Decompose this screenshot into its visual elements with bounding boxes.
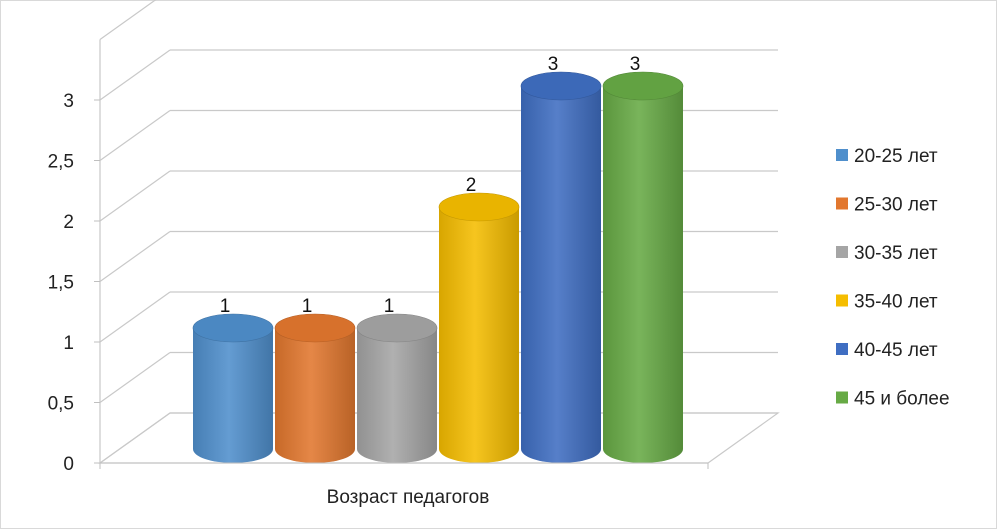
bar-top (356, 313, 438, 343)
bar-top (274, 313, 356, 343)
bar-25-30-лет (274, 313, 356, 463)
side-wall-gridline (99, 412, 171, 464)
bar-35-40-лет (438, 192, 520, 463)
legend-label: 30-35 лет (854, 243, 938, 264)
y-tick-label: 1 (63, 333, 74, 354)
data-label: 1 (384, 296, 395, 317)
legend-label: 35-40 лет (854, 292, 938, 313)
bar-body (193, 328, 273, 463)
legend-swatch (836, 343, 848, 355)
data-label: 1 (302, 296, 313, 317)
bar-body (521, 86, 601, 463)
bar-20-25-лет (192, 313, 274, 463)
side-wall-gridline (99, 110, 171, 161)
legend-swatch (836, 246, 848, 258)
legend-item: 30-35 лет (836, 243, 938, 264)
side-wall-gridline (99, 231, 171, 282)
y-tick-label: 3 (63, 91, 74, 112)
legend-item: 40-45 лет (836, 340, 938, 361)
y-tick-label: 1,5 (48, 273, 74, 294)
bar-body (439, 207, 519, 463)
y-tick-label: 2,5 (48, 152, 74, 173)
x-category-label: Возраст педагогов (327, 487, 490, 508)
legend-item: 45 и более (836, 389, 950, 410)
data-labels: 1 1 1 2 3 3 (220, 54, 641, 317)
side-wall-gridline (99, 352, 171, 403)
bar-top (602, 71, 684, 101)
legend-label: 25-30 лет (854, 195, 938, 216)
data-label: 3 (548, 54, 559, 75)
side-wall-gridline (99, 291, 171, 343)
bar-body (603, 86, 683, 463)
data-label: 3 (630, 54, 641, 75)
bar-top (520, 71, 602, 101)
bar-body (275, 328, 355, 463)
y-tick-label: 0,5 (48, 394, 74, 415)
bar-body (357, 328, 437, 463)
legend-swatch (836, 149, 848, 161)
legend-item: 25-30 лет (836, 195, 938, 216)
side-wall-gridline (99, 49, 171, 101)
legend-label: 45 и более (854, 389, 950, 410)
y-tick-label: 2 (63, 212, 74, 233)
legend-swatch (836, 294, 848, 307)
legend-item: 20-25 лет (836, 146, 938, 167)
y-axis: 0 0,5 1 1,5 2 2,5 3 (48, 39, 101, 475)
x-axis: Возраст педагогов (99, 462, 709, 508)
data-label: 2 (466, 175, 477, 196)
legend-label: 40-45 лет (854, 340, 938, 361)
bar-top (438, 192, 520, 222)
bar-45-и-более (602, 71, 684, 463)
bar-top (192, 313, 274, 343)
side-wall-gridline (99, 0, 157, 40)
legend-swatch (836, 197, 848, 210)
legend-label: 20-25 лет (854, 146, 938, 167)
bar-30-35-лет (356, 313, 438, 463)
legend-item: 35-40 лет (836, 292, 938, 313)
bar-40-45-лет (520, 71, 602, 463)
legend: 20-25 лет 25-30 лет 30-35 лет 35-40 лет 40-4… (836, 146, 950, 410)
side-wall-gridline (99, 170, 171, 222)
legend-swatch (836, 391, 848, 404)
y-tick-label: 0 (63, 454, 74, 475)
data-label: 1 (220, 296, 231, 317)
bars (192, 71, 684, 463)
